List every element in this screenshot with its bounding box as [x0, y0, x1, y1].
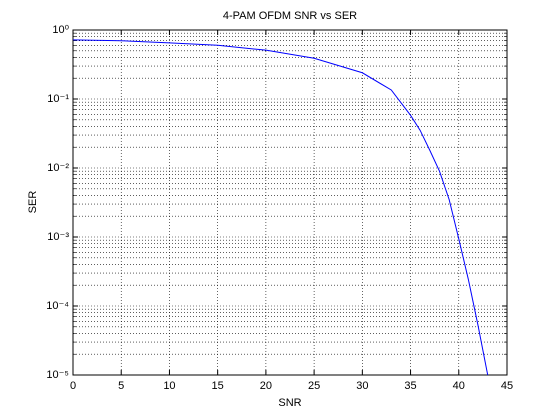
y-tick-label: 10⁻³	[47, 231, 69, 243]
x-tick-label: 30	[356, 380, 368, 392]
x-tick-label: 0	[70, 380, 76, 392]
x-tick-label: 25	[308, 380, 320, 392]
y-tick-label: 10⁰	[52, 24, 69, 36]
x-tick-label: 5	[118, 380, 124, 392]
x-tick-label: 10	[163, 380, 175, 392]
x-tick-label: 20	[260, 380, 272, 392]
x-tick-label: 35	[404, 380, 416, 392]
y-tick-label: 10⁻⁵	[46, 369, 69, 381]
x-tick-label: 15	[212, 380, 224, 392]
y-tick-label: 10⁻²	[47, 162, 69, 174]
y-tick-label: 10⁻¹	[47, 93, 69, 105]
y-tick-label: 10⁻⁴	[46, 300, 69, 312]
data-line	[72, 39, 489, 376]
chart-title: 4-PAM OFDM SNR vs SER	[223, 10, 357, 22]
x-tick-label: 40	[453, 380, 465, 392]
plot-frame	[72, 29, 508, 376]
y-axis-label: SER	[27, 191, 39, 214]
x-tick-label: 45	[501, 380, 513, 392]
x-axis-label: SNR	[278, 397, 301, 409]
